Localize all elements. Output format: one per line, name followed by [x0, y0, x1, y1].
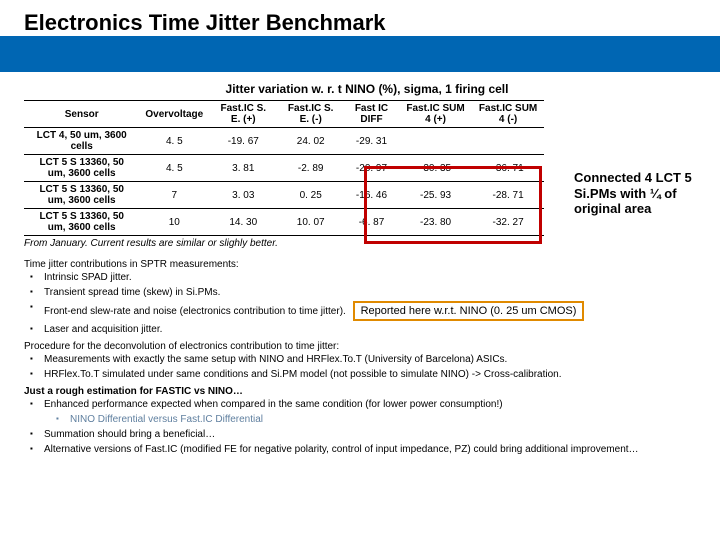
table-footnote: From January. Current results are simila… [24, 236, 710, 255]
table-row: LCT 5 S 13360, 50 um, 3600 cells 4. 5 3.… [24, 155, 544, 182]
est-list-2: Summation should bring a beneficial… Alt… [24, 427, 710, 457]
col-sep: Fast.IC S. E. (+) [209, 101, 277, 128]
col-sensor: Sensor [24, 101, 139, 128]
cell-sum4p: -25. 93 [399, 182, 472, 209]
cell-sum4p: -30. 35 [399, 155, 472, 182]
table-wrap: Sensor Overvoltage Fast.IC S. E. (+) Fas… [24, 100, 544, 236]
content-area: Jitter variation w. r. t NINO (%), sigma… [0, 72, 720, 457]
jitter-table: Sensor Overvoltage Fast.IC S. E. (+) Fas… [24, 100, 544, 236]
side-annotation: Connected 4 LCT 5 Si.PMs with ¼ of origi… [574, 170, 714, 217]
cell-sem: -2. 89 [277, 155, 344, 182]
cell-diff: -20. 97 [344, 155, 399, 182]
col-sum4p: Fast.IC SUM 4 (+) [399, 101, 472, 128]
list-item: Transient spread time (skew) in Si.PMs. [36, 285, 710, 300]
cell-sum4p [399, 128, 472, 155]
cell-diff: -29. 31 [344, 128, 399, 155]
table-header-row: Sensor Overvoltage Fast.IC S. E. (+) Fas… [24, 101, 544, 128]
col-overvoltage: Overvoltage [139, 101, 209, 128]
title-bar: Electronics Time Jitter Benchmark [0, 0, 720, 72]
table-row: LCT 4, 50 um, 3600 cells 4. 5 -19. 67 24… [24, 128, 544, 155]
cell-sensor: LCT 5 S 13360, 50 um, 3600 cells [24, 182, 139, 209]
proc-list: Measurements with exactly the same setup… [24, 352, 710, 382]
title-underline [0, 44, 720, 72]
cell-sum4m: -32. 27 [472, 209, 544, 236]
table-row: LCT 5 S 13360, 50 um, 3600 cells 10 14. … [24, 209, 544, 236]
list-item: Alternative versions of Fast.IC (modifie… [36, 442, 710, 457]
cell-ov: 7 [139, 182, 209, 209]
cell-diff: -6. 87 [344, 209, 399, 236]
proc-heading: Procedure for the deconvolution of elect… [24, 337, 710, 352]
page-title: Electronics Time Jitter Benchmark [0, 0, 720, 36]
contrib-heading: Time jitter contributions in SPTR measur… [24, 255, 710, 270]
est-sublist: NINO Differential versus Fast.IC Differe… [24, 412, 710, 427]
cell-ov: 4. 5 [139, 128, 209, 155]
cell-sum4m: -28. 71 [472, 182, 544, 209]
cell-sem: 10. 07 [277, 209, 344, 236]
est-list: Enhanced performance expected when compa… [24, 397, 710, 412]
table-row: LCT 5 S 13360, 50 um, 3600 cells 7 3. 03… [24, 182, 544, 209]
list-item: Enhanced performance expected when compa… [36, 397, 710, 412]
cell-sem: 24. 02 [277, 128, 344, 155]
cell-ov: 10 [139, 209, 209, 236]
list-item: Front-end slew-rate and noise (electroni… [36, 300, 710, 322]
list-item: NINO Differential versus Fast.IC Differe… [62, 412, 710, 427]
list-item: Measurements with exactly the same setup… [36, 352, 710, 367]
list-item-text: Front-end slew-rate and noise (electroni… [44, 306, 346, 317]
contrib-list: Intrinsic SPAD jitter. Transient spread … [24, 270, 710, 337]
cell-sensor: LCT 5 S 13360, 50 um, 3600 cells [24, 209, 139, 236]
cell-sep: 3. 03 [209, 182, 277, 209]
table-caption: Jitter variation w. r. t NINO (%), sigma… [24, 78, 710, 100]
list-item: Summation should bring a beneficial… [36, 427, 710, 442]
cell-ov: 4. 5 [139, 155, 209, 182]
cell-sep: 3. 81 [209, 155, 277, 182]
cell-sum4p: -23. 80 [399, 209, 472, 236]
col-sem: Fast.IC S. E. (-) [277, 101, 344, 128]
list-item: Laser and acquisition jitter. [36, 322, 710, 337]
cell-sem: 0. 25 [277, 182, 344, 209]
cell-diff: -16. 46 [344, 182, 399, 209]
list-item: HRFlex.To.T simulated under same conditi… [36, 367, 710, 382]
cell-sep: 14. 30 [209, 209, 277, 236]
col-sum4m: Fast.IC SUM 4 (-) [472, 101, 544, 128]
cell-sum4m [472, 128, 544, 155]
cell-sensor: LCT 4, 50 um, 3600 cells [24, 128, 139, 155]
cell-sep: -19. 67 [209, 128, 277, 155]
est-heading: Just a rough estimation for FASTIC vs NI… [24, 382, 710, 397]
cell-sensor: LCT 5 S 13360, 50 um, 3600 cells [24, 155, 139, 182]
col-diff: Fast IC DIFF [344, 101, 399, 128]
orange-callout: Reported here w.r.t. NINO (0. 25 um CMOS… [353, 301, 585, 321]
cell-sum4m: -36. 71 [472, 155, 544, 182]
list-item: Intrinsic SPAD jitter. [36, 270, 710, 285]
